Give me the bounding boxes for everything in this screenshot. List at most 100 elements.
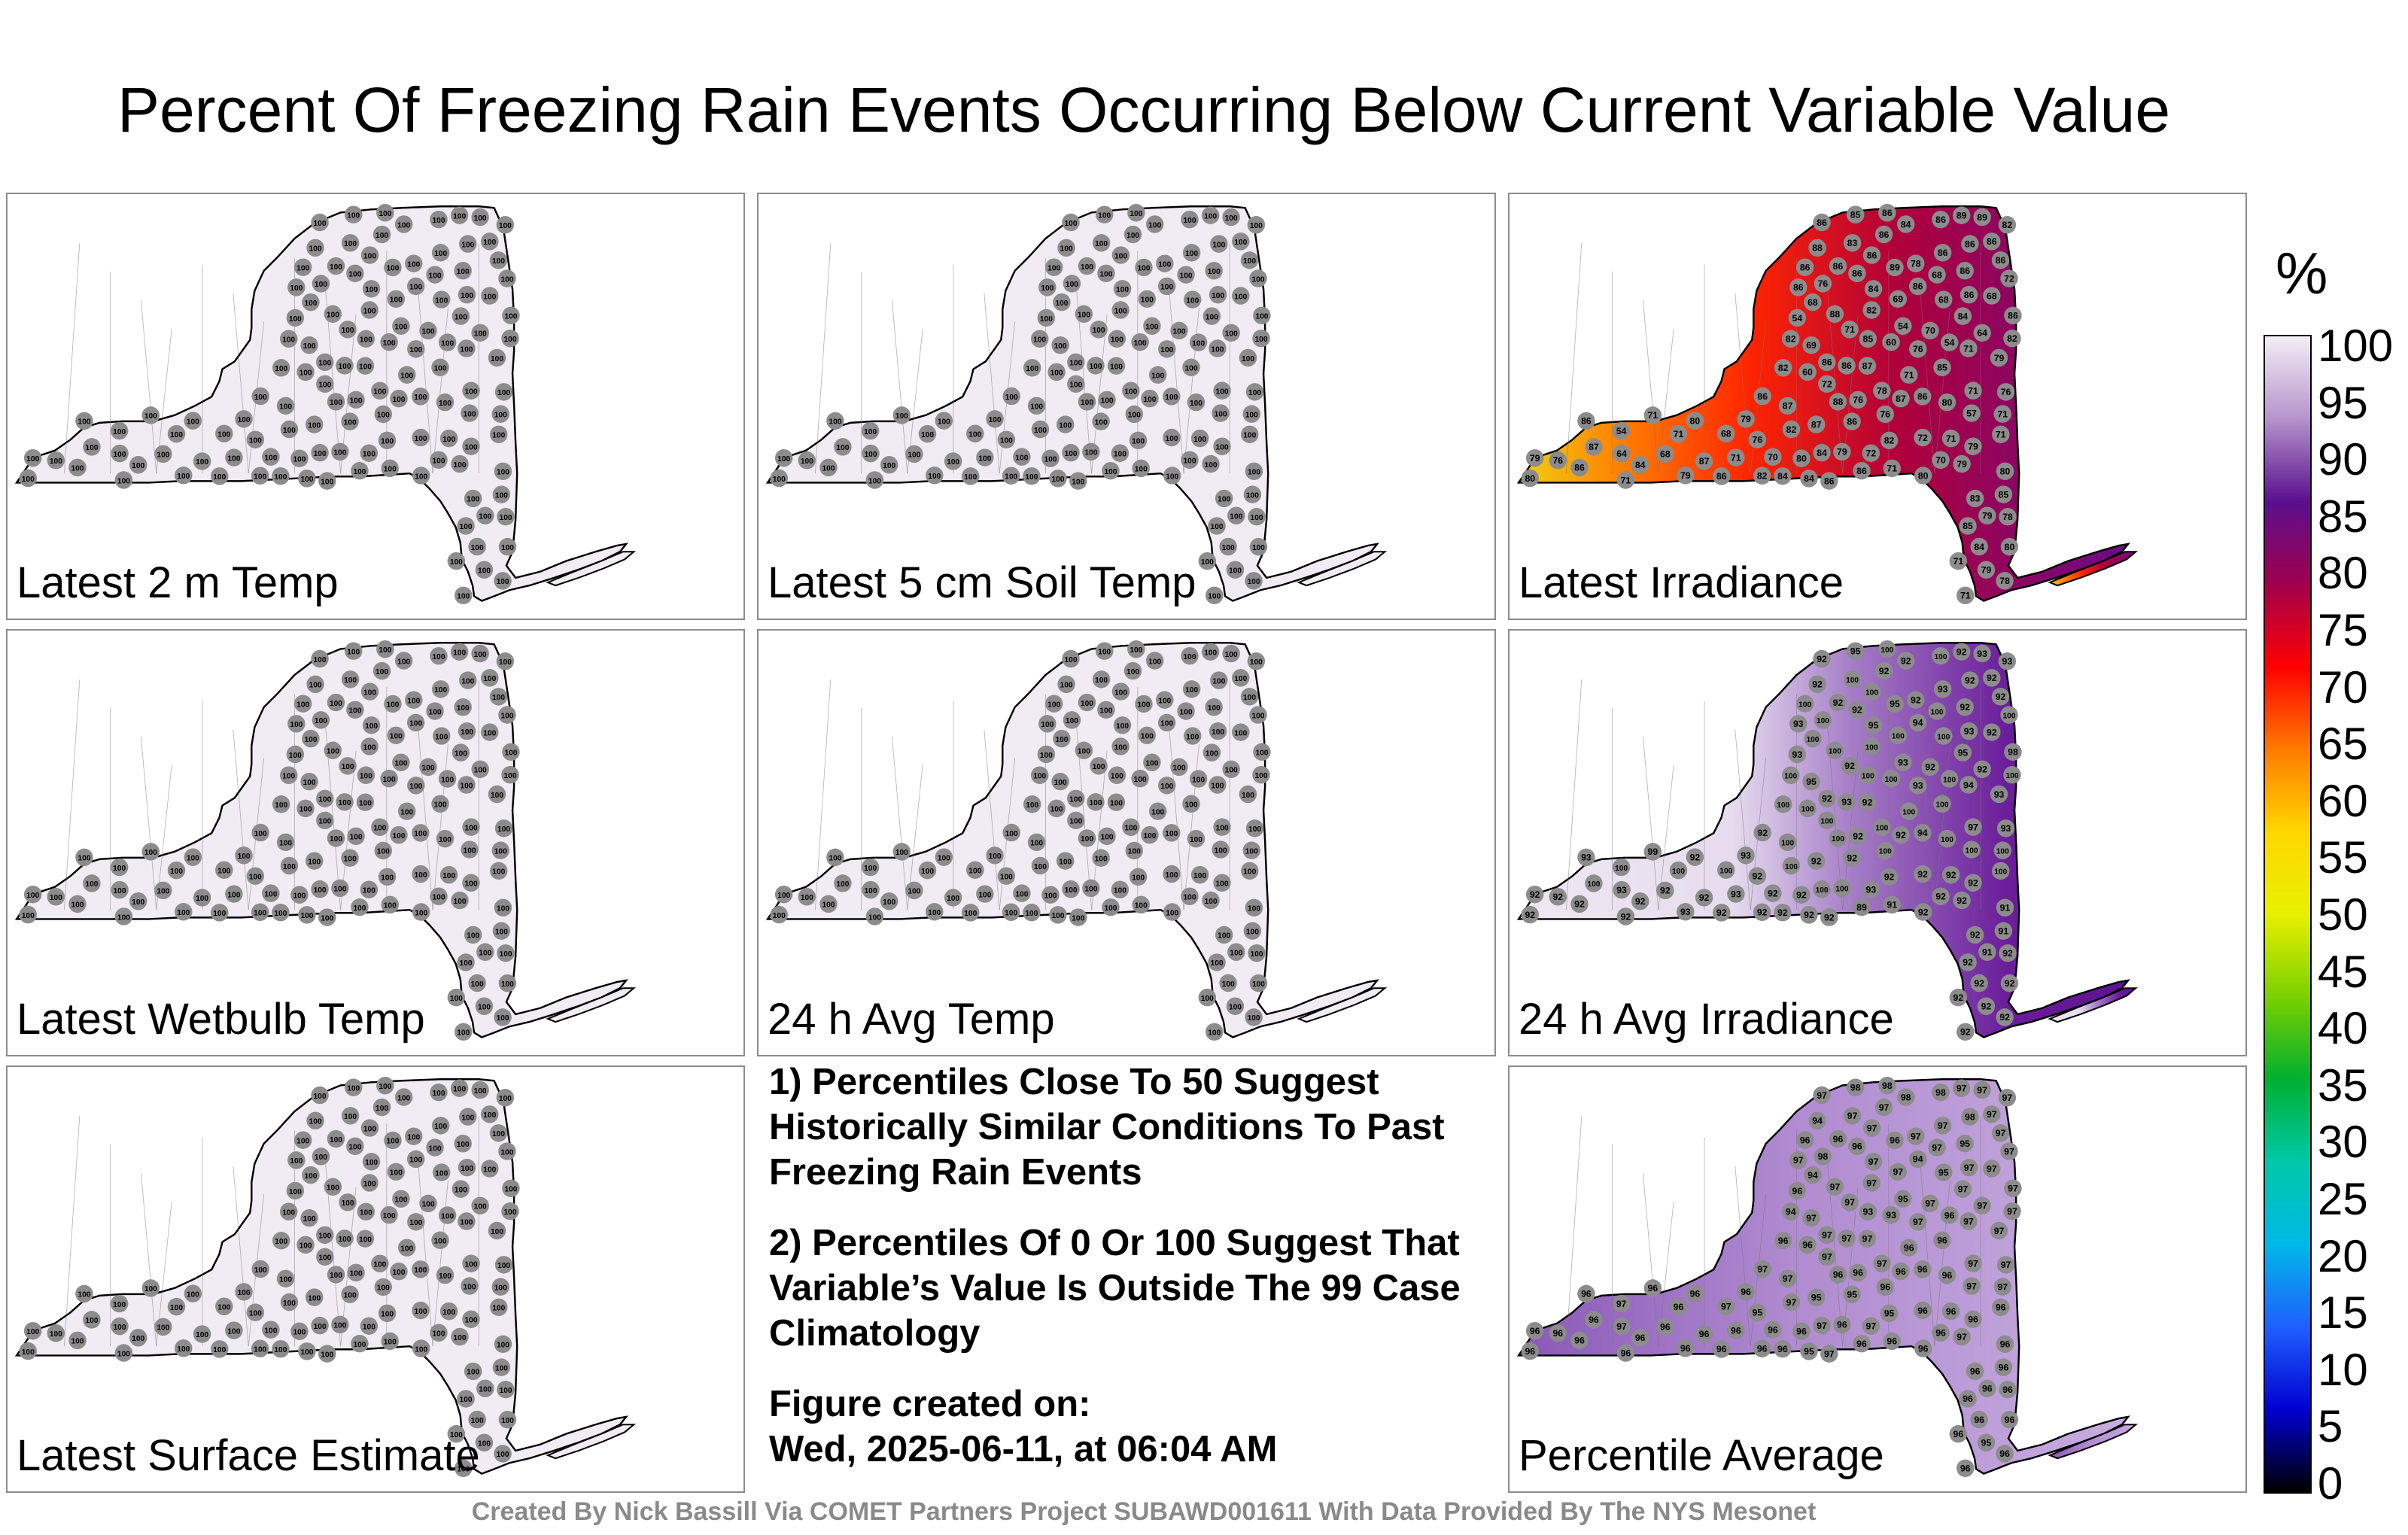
station-marker: [184, 412, 202, 430]
station-value: 96: [1999, 1448, 2010, 1459]
station-value: 100: [1215, 847, 1227, 855]
station-value: 80: [1942, 397, 1953, 408]
station-marker: [1826, 1178, 1844, 1196]
station-value: 100: [494, 847, 507, 856]
station-marker: [1892, 1262, 1910, 1281]
station-marker: [464, 1362, 482, 1381]
station-value: 95: [1806, 777, 1817, 787]
station-marker: [1853, 1334, 1871, 1353]
station-value: 92: [1965, 675, 1975, 685]
station-marker: [1956, 262, 1974, 280]
station-value: 96: [1935, 1328, 1946, 1339]
station-value: 100: [1186, 733, 1199, 741]
station-marker: [110, 858, 129, 877]
station-value: 100: [1784, 773, 1797, 781]
colorbar-tick-label: 100: [2318, 321, 2394, 371]
station-value: 100: [344, 240, 357, 248]
station-value: 84: [1817, 448, 1827, 458]
station-value: 100: [1865, 688, 1878, 697]
station-marker: [1148, 802, 1167, 820]
panel-label: 24 h Avg Temp: [768, 995, 1055, 1044]
station-marker: [246, 430, 265, 448]
station-marker: [1067, 375, 1085, 394]
station-marker: [770, 469, 789, 488]
station-marker: [1013, 884, 1031, 902]
station-value: 80: [1525, 473, 1535, 484]
station-value: 100: [132, 1335, 144, 1343]
station-value: 97: [1824, 1348, 1835, 1359]
station-marker: [1090, 757, 1108, 775]
station-value: 100: [1222, 544, 1235, 552]
station-marker: [1933, 244, 1952, 262]
station-marker: [1914, 467, 1932, 485]
station-marker: [1874, 661, 1893, 680]
station-value: 100: [497, 1014, 509, 1023]
station-value: 100: [187, 1290, 199, 1299]
station-value: 97: [1822, 1252, 1832, 1263]
station-marker: [1078, 257, 1096, 275]
station-value: 100: [290, 284, 303, 293]
station-value: 100: [353, 468, 366, 476]
station-value: 100: [1251, 514, 1263, 522]
station-value: 100: [196, 458, 208, 467]
station-value: 100: [1250, 222, 1263, 230]
station-marker: [351, 461, 369, 480]
station-marker: [1247, 652, 1266, 670]
station-marker: [1585, 874, 1603, 892]
station-marker: [405, 691, 423, 709]
station-marker: [376, 204, 394, 222]
station-marker: [296, 363, 315, 381]
panel-label: Latest 2 m Temp: [17, 558, 339, 607]
station-value: 92: [1884, 872, 1895, 883]
station-value: 86: [1960, 266, 1970, 276]
station-marker: [1933, 795, 1951, 813]
station-marker: [83, 1311, 101, 1329]
station-marker: [318, 908, 336, 926]
station-marker: [426, 1138, 444, 1157]
station-value: 100: [330, 399, 342, 407]
station-value: 100: [455, 313, 467, 321]
station-value: 100: [390, 296, 403, 305]
station-value: 70: [1935, 455, 1946, 466]
station-value: 86: [1757, 391, 1768, 402]
station-value: 100: [1050, 369, 1063, 378]
station-value: 100: [1141, 733, 1154, 741]
station-value: 100: [249, 874, 262, 882]
station-marker: [826, 848, 844, 867]
station-marker: [1145, 652, 1164, 670]
station-marker: [1131, 769, 1149, 788]
station-marker: [905, 445, 923, 464]
station-value: 100: [1111, 336, 1123, 345]
station-value: 100: [359, 363, 372, 371]
station-marker: [1833, 879, 1851, 898]
station-value: 100: [1093, 763, 1105, 771]
station-marker: [2004, 1179, 2022, 1198]
station-value: 87: [1811, 419, 1822, 430]
station-value: 100: [1030, 840, 1043, 848]
station-value: 79: [1981, 565, 1992, 576]
station-marker: [374, 405, 393, 424]
station-marker: [211, 904, 229, 922]
station-value: 97: [1793, 1155, 1804, 1166]
station-value: 92: [1956, 647, 1967, 658]
station-marker: [498, 537, 517, 556]
station-value: 100: [478, 1004, 491, 1012]
station-value: 76: [1818, 278, 1829, 289]
station-marker: [1843, 234, 1862, 252]
station-marker: [439, 1302, 458, 1321]
station-marker: [1849, 827, 1867, 846]
station-value: 100: [1937, 733, 1950, 741]
station-marker: [1643, 406, 1662, 424]
station-value: 69: [1893, 294, 1903, 305]
station-value: 100: [342, 763, 354, 771]
station-value: 100: [1204, 649, 1217, 658]
station-value: 100: [1078, 312, 1090, 320]
station-marker: [1248, 944, 1266, 962]
station-value: 100: [1126, 232, 1139, 240]
station-marker: [1795, 1131, 1814, 1149]
station-value: 100: [333, 1322, 346, 1330]
station-value: 84: [1901, 219, 1911, 229]
station-value: 93: [1964, 726, 1975, 737]
station-marker: [2003, 329, 2021, 348]
